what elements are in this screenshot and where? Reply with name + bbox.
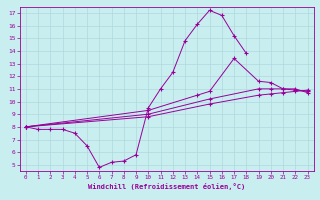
X-axis label: Windchill (Refroidissement éolien,°C): Windchill (Refroidissement éolien,°C) (88, 183, 245, 190)
